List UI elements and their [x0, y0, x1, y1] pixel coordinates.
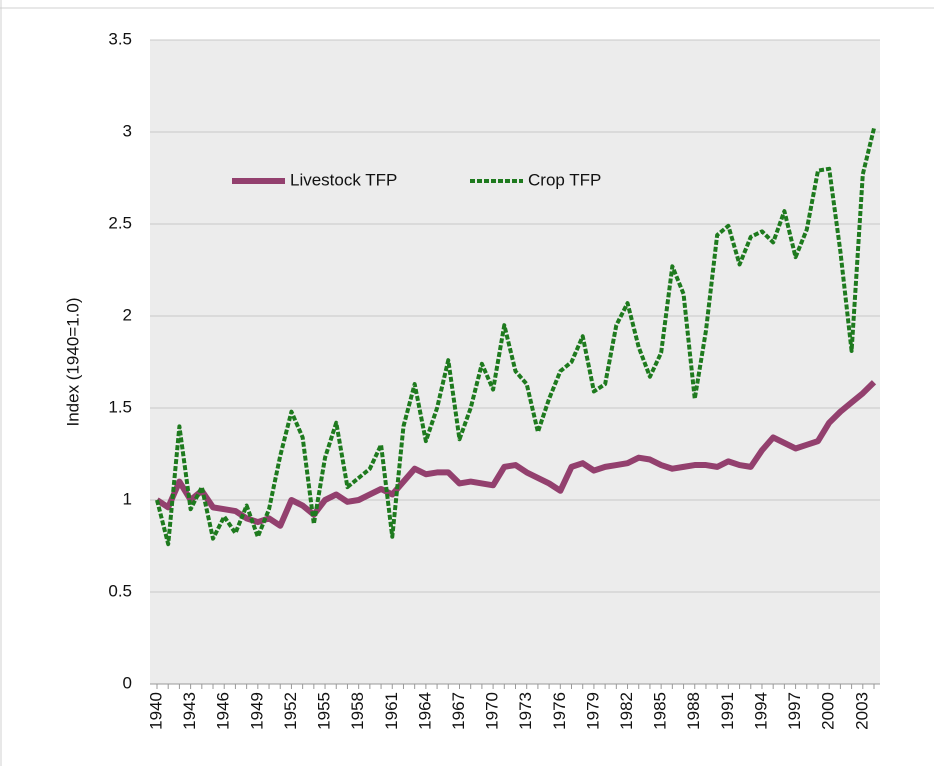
x-tick-label: 1943: [180, 692, 199, 730]
x-tick-label: 2000: [819, 692, 838, 730]
y-tick-label: 3: [123, 121, 132, 140]
x-tick-label: 1991: [718, 692, 737, 730]
x-tick-label: 1994: [751, 692, 770, 730]
x-tick-label: 1988: [684, 692, 703, 730]
x-tick-label: 1997: [785, 692, 804, 730]
x-tick-label: 1970: [483, 692, 502, 730]
x-tick-label: 1973: [516, 692, 535, 730]
legend-label: Crop TFP: [528, 170, 601, 189]
x-tick-label: 1958: [348, 692, 367, 730]
series-line: [155, 380, 877, 529]
x-tick-label: 1940: [146, 692, 165, 730]
x-tick-label: 1979: [583, 692, 602, 730]
y-tick-label: 3.5: [108, 29, 132, 48]
series-line: [155, 127, 876, 547]
x-tick-label: 1964: [415, 692, 434, 730]
x-tick-label: 1985: [651, 692, 670, 730]
y-axis-label: Index (1940=1.0): [63, 297, 82, 426]
y-tick-label: 2.5: [108, 213, 132, 232]
y-tick-label: 1.5: [108, 397, 132, 416]
x-tick-label: 1961: [382, 692, 401, 730]
x-tick-label: 1949: [247, 692, 266, 730]
x-tick-label: 1982: [617, 692, 636, 730]
y-tick-label: 2: [123, 305, 132, 324]
y-tick-label: 0.5: [108, 581, 132, 600]
x-tick-label: 1946: [214, 692, 233, 730]
y-tick-label: 1: [123, 489, 132, 508]
legend-label: Livestock TFP: [290, 170, 397, 189]
x-tick-label: 1952: [281, 692, 300, 730]
x-tick-label: 1955: [315, 692, 334, 730]
x-tick-label: 1967: [449, 692, 468, 730]
y-tick-label: 0: [123, 673, 132, 692]
x-tick-label: 2003: [852, 692, 871, 730]
x-tick-label: 1976: [550, 692, 569, 730]
